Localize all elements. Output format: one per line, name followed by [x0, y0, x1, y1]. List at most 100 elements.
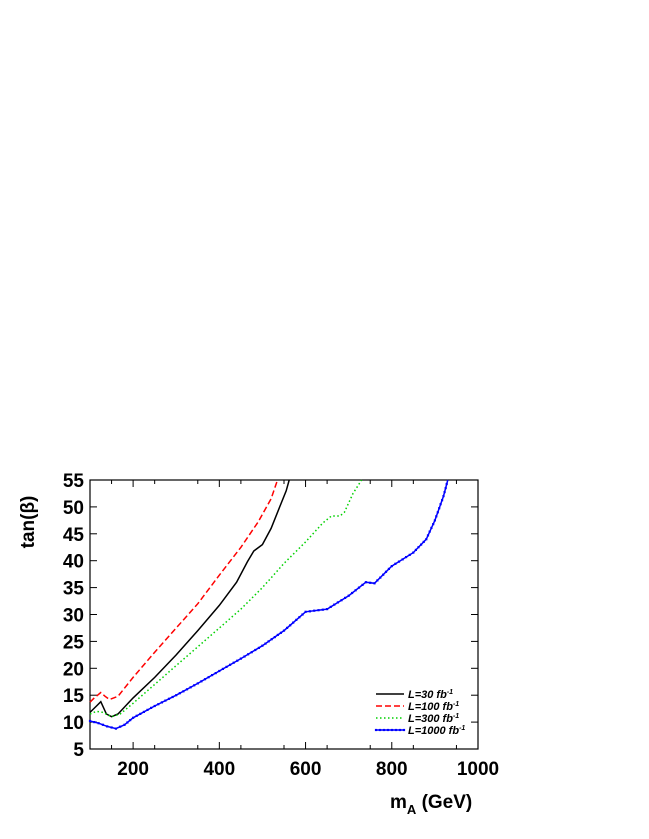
- data-point: [435, 515, 438, 518]
- data-point: [417, 546, 420, 549]
- y-tick-label: 30: [63, 606, 84, 627]
- data-point: [313, 609, 316, 612]
- data-point: [119, 725, 122, 728]
- y-tick-label: 5: [73, 740, 84, 761]
- data-point: [110, 726, 113, 729]
- data-point: [247, 653, 250, 656]
- legend-point: [402, 728, 406, 732]
- data-point: [344, 596, 347, 599]
- data-point: [425, 538, 428, 541]
- data-point: [114, 727, 117, 730]
- data-point: [364, 581, 367, 584]
- data-point: [200, 680, 203, 683]
- data-point: [178, 692, 181, 695]
- series-line-3: [89, 479, 449, 730]
- data-point: [142, 710, 145, 713]
- series-group: [88, 479, 449, 730]
- data-point: [441, 499, 444, 502]
- data-point: [304, 610, 307, 613]
- legend-label-0: L=30 fb-1: [408, 689, 453, 701]
- data-point: [257, 646, 260, 649]
- x-axis-title-m: m: [390, 792, 407, 813]
- y-tick-label: 40: [63, 552, 84, 573]
- legend-point: [386, 728, 390, 732]
- data-point: [432, 523, 435, 526]
- data-point: [321, 608, 324, 611]
- legend-point: [382, 728, 386, 732]
- x-tick-label: 1000: [457, 759, 499, 780]
- data-point: [422, 540, 425, 543]
- data-point: [379, 576, 382, 579]
- data-point: [387, 567, 390, 570]
- x-axis-title-sub: A: [407, 802, 417, 817]
- data-point: [153, 704, 156, 708]
- data-point: [171, 695, 174, 699]
- data-point: [211, 674, 214, 677]
- data-point: [167, 697, 171, 700]
- data-point: [214, 672, 217, 675]
- legend-point: [398, 728, 402, 732]
- series-line-2: [89, 479, 363, 718]
- data-point: [354, 589, 357, 592]
- data-point: [426, 534, 430, 537]
- series-points-3: [88, 482, 448, 730]
- data-point: [298, 616, 301, 619]
- data-point: [412, 551, 415, 554]
- x-tick-label: 400: [203, 759, 235, 780]
- data-point: [239, 657, 242, 660]
- data-point: [157, 703, 160, 706]
- axis-tick-labels: 200 400 600 800 1000 5 10 15 20 25 30 35 40 45 50 55: [63, 471, 499, 780]
- y-tick-label: 20: [63, 659, 84, 680]
- data-point: [351, 591, 354, 595]
- legend-point: [374, 728, 378, 732]
- y-tick-label: 50: [63, 498, 84, 519]
- legend-point: [378, 728, 382, 732]
- y-tick-label: 35: [63, 579, 85, 600]
- x-tick-label: 200: [117, 759, 149, 780]
- data-point: [254, 648, 257, 652]
- data-point: [270, 638, 273, 641]
- data-point: [129, 719, 132, 722]
- data-point: [308, 610, 311, 613]
- data-point: [382, 573, 385, 576]
- legend-label-1: L=100 fb-1: [408, 701, 459, 713]
- data-point: [347, 594, 350, 597]
- data-point: [182, 690, 185, 693]
- data-point: [420, 543, 423, 546]
- data-point: [225, 665, 228, 668]
- data-point: [218, 669, 221, 673]
- data-point: [126, 721, 129, 724]
- data-point: [430, 526, 433, 529]
- legend-label-3: L=1000 fb-1: [408, 725, 465, 737]
- data-point: [97, 722, 100, 725]
- y-tick-label: 45: [63, 525, 85, 546]
- data-point: [185, 688, 189, 691]
- y-axis-title: tan(β): [18, 496, 39, 549]
- data-point: [139, 712, 142, 715]
- data-point: [221, 667, 224, 670]
- y-tick-label: 25: [63, 632, 85, 653]
- data-point: [232, 661, 235, 664]
- data-point: [442, 495, 445, 498]
- x-axis-title-units: (GeV): [416, 792, 472, 813]
- data-point: [250, 651, 253, 654]
- data-point: [276, 633, 279, 636]
- data-point: [438, 507, 441, 510]
- data-point: [373, 582, 376, 585]
- data-point: [160, 701, 163, 704]
- data-point: [189, 686, 192, 689]
- data-point: [267, 640, 270, 643]
- data-point: [135, 714, 138, 717]
- data-point: [150, 706, 153, 709]
- legend: L=30 fb-1L=100 fb-1L=300 fb-1L=1000 fb-1: [374, 689, 465, 737]
- data-point: [444, 487, 447, 490]
- data-point: [146, 708, 149, 711]
- data-point: [279, 631, 282, 634]
- y-tick-label: 15: [63, 686, 85, 707]
- data-point: [397, 560, 401, 563]
- data-point: [384, 570, 388, 573]
- data-point: [340, 599, 343, 602]
- data-point: [301, 613, 304, 616]
- data-point: [357, 586, 361, 589]
